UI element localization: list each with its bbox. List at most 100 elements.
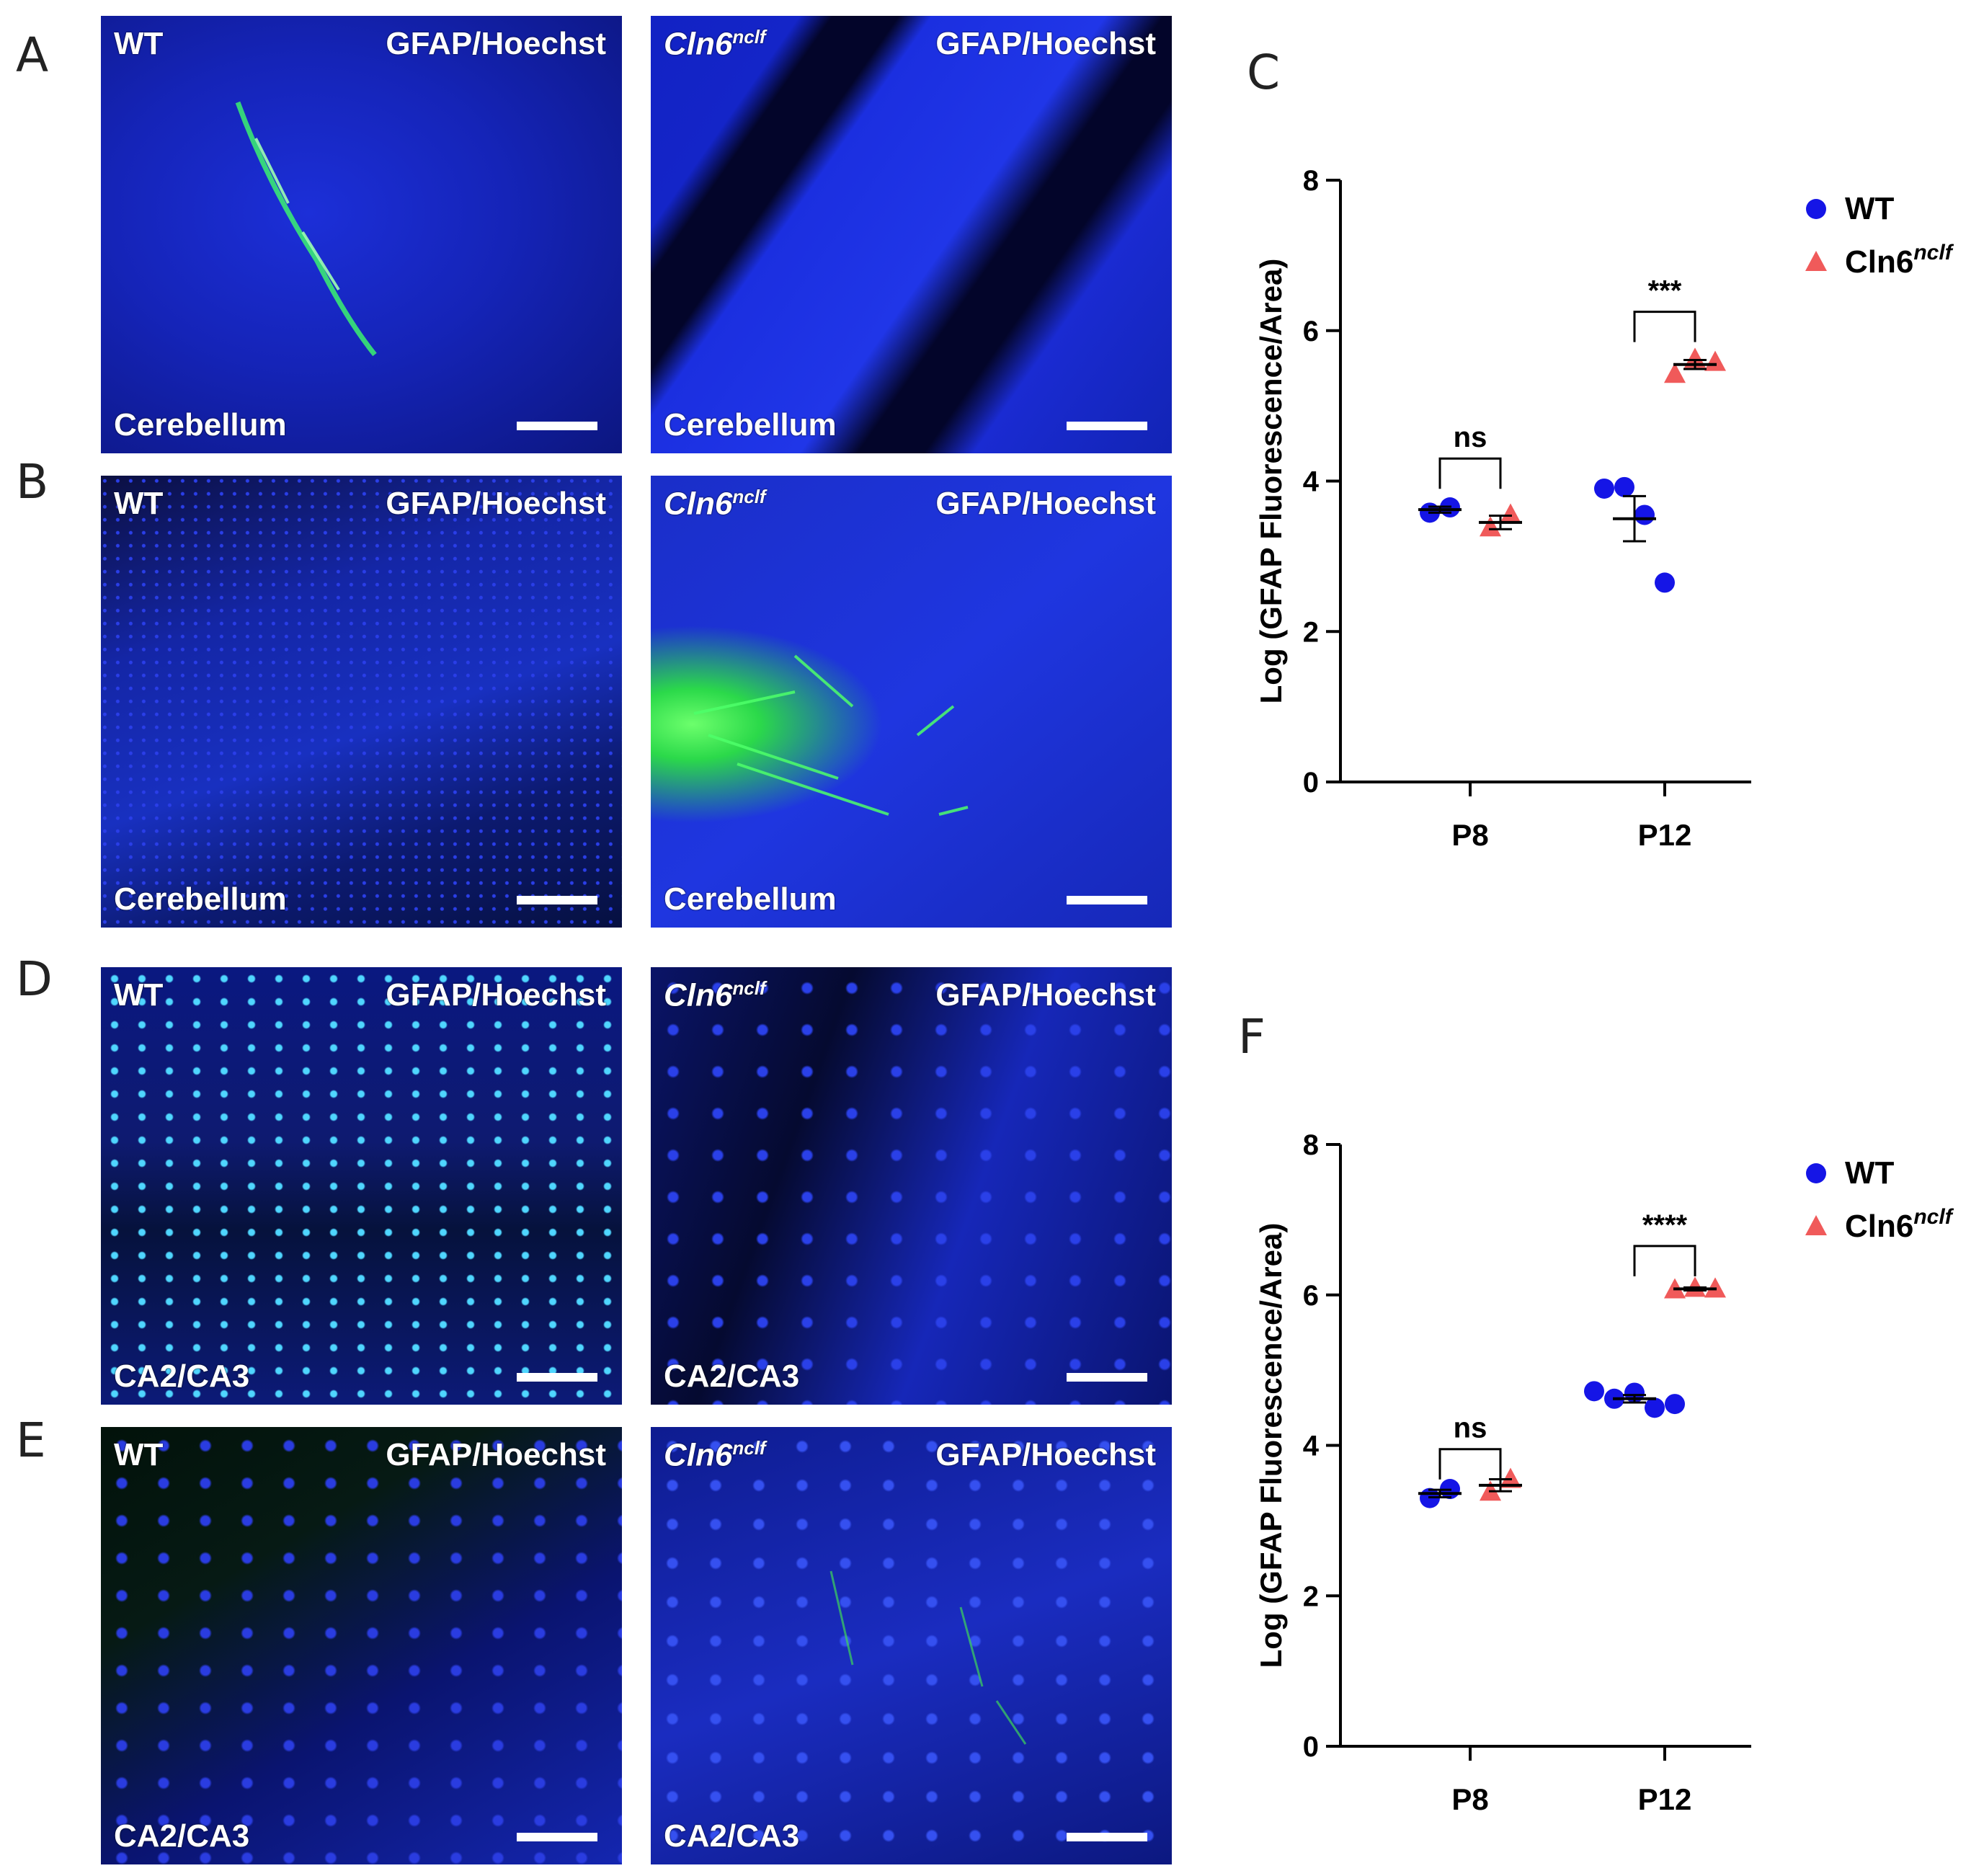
micrograph-a-wt: WT GFAP/Hoechst Cerebellum — [101, 16, 622, 453]
y-tick-label: 4 — [1303, 1431, 1320, 1462]
gfap-signal — [829, 1570, 1027, 1745]
stain-label: GFAP/Hoechst — [386, 486, 606, 521]
stain-label: GFAP/Hoechst — [935, 26, 1156, 61]
y-tick-label: 0 — [1303, 767, 1319, 799]
panel-letter-d: D — [16, 951, 53, 1007]
significance-label: ns — [1454, 422, 1487, 453]
genotype-label: WT — [114, 486, 164, 521]
micrograph-image — [101, 476, 622, 928]
genotype-label: WT — [114, 977, 164, 1013]
region-label: Cerebellum — [114, 407, 287, 443]
legend-label: Cln6nclf — [1845, 1205, 1954, 1244]
scale-bar — [517, 422, 597, 430]
y-tick-label: 8 — [1303, 1129, 1319, 1161]
gfap-signal — [693, 654, 969, 816]
region-label: Cerebellum — [664, 407, 837, 443]
scale-bar — [517, 896, 597, 904]
data-point — [1645, 1397, 1665, 1418]
y-tick-label: 8 — [1303, 165, 1319, 197]
y-tick-label: 6 — [1303, 1280, 1319, 1312]
data-point — [1614, 476, 1634, 497]
chart-c: 0 2 4 6 8 P8 P12 Log (GFAP Fluorescence/Area) ns… — [1254, 165, 1954, 852]
data-point — [1655, 572, 1675, 593]
stain-label: GFAP/Hoechst — [386, 26, 606, 61]
y-tick-label: 6 — [1303, 316, 1319, 347]
micrograph-image — [651, 967, 1172, 1405]
micrograph-e-wt: WT GFAP/Hoechst CA2/CA3 — [101, 1427, 622, 1864]
micrograph-image — [101, 16, 622, 453]
gfap-signal — [235, 101, 377, 357]
data-point — [1704, 350, 1726, 371]
bracket-line — [1438, 1448, 1502, 1480]
legend-label: WT — [1845, 1155, 1895, 1191]
genotype-label: WT — [114, 1437, 164, 1472]
micrograph-image — [101, 1427, 622, 1864]
stain-label: GFAP/Hoechst — [935, 486, 1156, 521]
significance-label: **** — [1642, 1209, 1688, 1241]
y-axis-label: Log (GFAP Fluorescence/Area) — [1254, 1223, 1288, 1668]
data-point — [1665, 1394, 1685, 1415]
stain-label: GFAP/Hoechst — [935, 977, 1156, 1013]
panel-letter-f: F — [1238, 1009, 1265, 1064]
data-point — [1594, 478, 1614, 499]
data-point — [1634, 504, 1655, 525]
scale-bar — [517, 1833, 597, 1841]
data-point — [1584, 1381, 1604, 1402]
bracket-line — [1438, 457, 1502, 489]
stain-label: GFAP/Hoechst — [935, 1437, 1156, 1472]
data-point — [1684, 347, 1706, 368]
micrograph-e-cln6: Cln6nclf GFAP/Hoechst CA2/CA3 — [651, 1427, 1172, 1864]
legend-marker — [1806, 1163, 1826, 1183]
region-label: Cerebellum — [114, 881, 287, 917]
region-label: CA2/CA3 — [114, 1359, 250, 1394]
micrograph-image — [651, 476, 1172, 928]
data-point — [1664, 363, 1686, 383]
legend-marker — [1805, 251, 1827, 271]
x-tick-label: P8 — [1451, 818, 1488, 852]
bracket-line — [1633, 1245, 1696, 1276]
genotype-label: Cln6nclf — [664, 977, 766, 1013]
stain-label: GFAP/Hoechst — [386, 977, 606, 1013]
genotype-label: WT — [114, 26, 164, 61]
scale-bar — [1067, 1373, 1147, 1382]
significance-bracket: *** — [1633, 275, 1696, 342]
genotype-label: Cln6nclf — [664, 486, 766, 522]
x-tick-label: P12 — [1638, 1782, 1692, 1816]
significance-bracket: ns — [1438, 422, 1502, 489]
legend-marker — [1805, 1215, 1827, 1235]
scale-bar — [517, 1373, 597, 1382]
panel-letter-b: B — [16, 454, 49, 510]
data-point — [1500, 503, 1521, 524]
scale-bar — [1067, 896, 1147, 904]
micrograph-image — [651, 16, 1172, 453]
data-point — [1480, 516, 1501, 537]
y-tick-label: 2 — [1303, 1581, 1319, 1612]
panel-letter-a: A — [16, 27, 49, 83]
panel-letter-e: E — [16, 1413, 46, 1468]
chart-f: 0 2 4 6 8 P8 P12 Log (GFAP Fluorescence/Area) ns… — [1254, 1129, 1954, 1816]
genotype-label: Cln6nclf — [664, 26, 766, 62]
scale-bar — [1067, 422, 1147, 430]
significance-bracket: ns — [1438, 1413, 1502, 1480]
genotype-label: Cln6nclf — [664, 1437, 766, 1473]
significance-label: ns — [1454, 1413, 1487, 1444]
legend-marker — [1806, 199, 1826, 219]
bracket-line — [1633, 311, 1696, 342]
region-label: CA2/CA3 — [664, 1818, 800, 1854]
y-axis-label: Log (GFAP Fluorescence/Area) — [1254, 259, 1288, 704]
legend-label: Cln6nclf — [1845, 241, 1954, 280]
micrograph-d-wt: WT GFAP/Hoechst CA2/CA3 — [101, 967, 622, 1405]
micrograph-image — [101, 967, 622, 1405]
significance-label: *** — [1648, 275, 1682, 307]
micrograph-image — [651, 1427, 1172, 1864]
micrograph-a-cln6: Cln6nclf GFAP/Hoechst Cerebellum — [651, 16, 1172, 453]
x-tick-label: P12 — [1638, 818, 1692, 852]
data-point — [1500, 1467, 1521, 1488]
micrograph-b-cln6: Cln6nclf GFAP/Hoechst Cerebellum — [651, 476, 1172, 928]
micrograph-b-wt: WT GFAP/Hoechst Cerebellum — [101, 476, 622, 928]
y-tick-label: 4 — [1303, 466, 1320, 498]
region-label: CA2/CA3 — [664, 1359, 800, 1394]
scale-bar — [1067, 1833, 1147, 1841]
micrograph-d-cln6: Cln6nclf GFAP/Hoechst CA2/CA3 — [651, 967, 1172, 1405]
legend-label: WT — [1845, 191, 1895, 226]
